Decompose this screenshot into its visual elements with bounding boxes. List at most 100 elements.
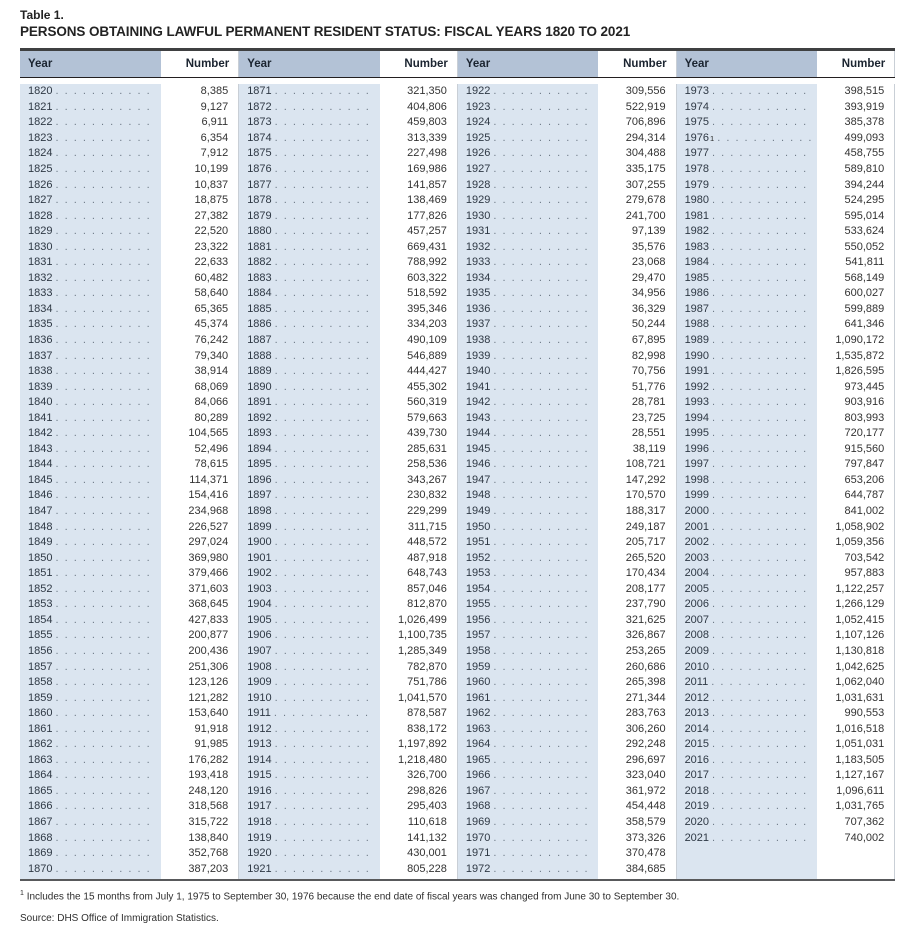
year-cell: 1952 [457,549,599,566]
number-cell: 138,469 [379,192,458,208]
year-cell: 2003 [676,549,818,566]
dot-leader [712,163,811,175]
table-row: 183465,3651885395,346193636,3291987599,8… [20,301,896,317]
table-row: 1868138,8401919141,1321970373,3262021740… [20,829,896,846]
table-row: 1854427,83319051,026,4991956321,62520071… [20,612,896,628]
number-cell: 91,985 [161,736,240,753]
year-cell: 1847 [20,503,161,519]
dot-leader [493,101,592,113]
year-cell: 1877 [238,176,380,193]
dot-leader [275,645,374,657]
dot-leader [493,225,592,237]
number-cell: 313,339 [379,130,458,146]
number-cell: 1,090,172 [817,332,896,348]
number-cell: 648,743 [379,565,458,581]
year-cell: 1878 [238,192,380,208]
year-cell: 1822 [20,114,161,131]
dot-leader [275,583,374,595]
number-cell: 522,919 [598,99,677,115]
number-cell: 326,867 [598,627,677,644]
number-cell: 395,346 [379,301,458,317]
year-cell: 1870 [20,860,161,877]
dot-leader [55,179,155,191]
number-cell: 10,837 [161,176,240,193]
year-cell: 1924 [457,114,599,131]
number-cell: 304,488 [598,145,677,162]
number-cell: 430,001 [379,845,458,861]
table-row: 186191,9181912838,1721963306,26020141,01… [20,720,896,737]
year-cell: 1904 [238,596,380,613]
number-cell: 589,810 [817,161,896,177]
dot-leader [55,598,155,610]
dot-leader [275,256,374,268]
dot-leader [275,85,374,97]
number-cell: 957,883 [817,565,896,581]
dot-leader [55,287,155,299]
year-cell: 1938 [457,332,599,348]
year-cell: 1879 [238,207,380,224]
dot-leader [493,863,592,875]
year-cell: 1838 [20,363,161,379]
dot-leader [712,225,811,237]
table-row: 1849297,0241900448,5721951205,71720021,0… [20,534,896,550]
year-cell: 1954 [457,581,599,597]
dot-leader [493,785,592,797]
dot-leader [493,800,592,812]
column-header-year: Year [676,49,818,78]
number-cell: 18,875 [161,192,240,208]
number-cell: 258,536 [379,456,458,473]
year-cell: 1977 [676,145,818,162]
dot-leader [55,583,155,595]
number-cell: 294,314 [598,130,677,146]
year-cell: 1894 [238,441,380,457]
number-cell: 518,592 [379,285,458,302]
year-cell: 1959 [457,658,599,675]
dot-leader [275,179,374,191]
year-cell: 2002 [676,534,818,550]
year-cell: 1821 [20,99,161,115]
year-cell: 1922 [457,83,599,100]
dot-leader [275,381,374,393]
year-cell: 1953 [457,565,599,581]
year-cell: 1991 [676,363,818,379]
dot-leader [493,163,592,175]
year-cell: 1882 [238,254,380,271]
table-row: 18247,9121875227,4981926304,4881977458,7… [20,145,896,162]
number-cell: 6,911 [161,114,240,131]
number-cell: 352,768 [161,845,240,861]
number-cell: 52,496 [161,441,240,457]
dot-leader [55,567,155,579]
year-cell: 1897 [238,487,380,504]
dot-leader [712,350,811,362]
table-row: 1848226,5271899311,7151950249,18720011,0… [20,518,896,535]
year-cell: 1997 [676,456,818,473]
number-cell: 560,319 [379,394,458,410]
dot-leader [493,365,592,377]
year-cell: 1828 [20,207,161,224]
dot-leader [712,723,811,735]
year-cell: 1965 [457,752,599,768]
number-cell: 595,014 [817,207,896,224]
year-cell: 1936 [457,301,599,317]
year-cell: 1951 [457,534,599,550]
dot-leader [55,116,155,128]
dot-leader [275,318,374,330]
dot-leader [493,85,592,97]
number-cell: 1,266,129 [817,596,896,613]
number-cell: 369,980 [161,549,240,566]
number-cell: 641,346 [817,316,896,333]
number-cell: 379,466 [161,565,240,581]
number-cell: 200,877 [161,627,240,644]
number-cell: 114,371 [161,472,240,488]
dot-leader [275,194,374,206]
table-row: 182922,5201880457,257193197,1391982533,6… [20,223,896,239]
dot-leader [275,163,374,175]
year-cell: 1913 [238,736,380,753]
dot-leader [712,832,811,844]
year-cell: 1960 [457,674,599,690]
dot-leader [712,800,811,812]
number-cell: 36,329 [598,301,677,317]
number-cell: 279,678 [598,192,677,208]
year-cell: 1888 [238,347,380,364]
dot-leader [275,863,374,875]
